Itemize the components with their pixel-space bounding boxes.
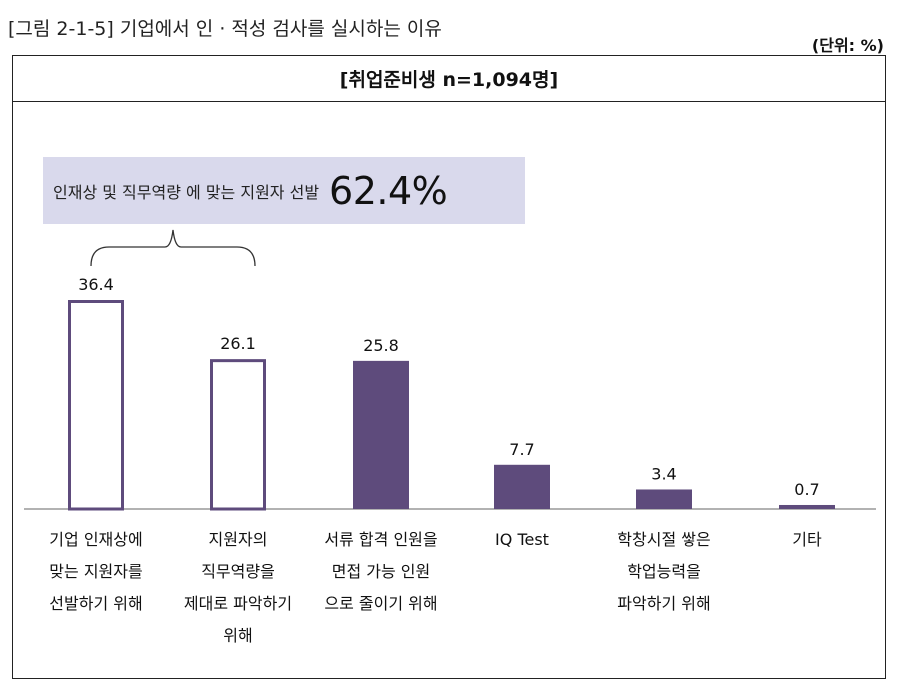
- unit-label: (단위: %): [811, 36, 884, 55]
- bar-1: [210, 359, 266, 511]
- category-label-3: IQ Test: [447, 524, 597, 556]
- category-label-line: 기타: [792, 530, 822, 549]
- category-label-line: 파악하기 위해: [617, 594, 711, 613]
- data-label-4: 3.4: [651, 464, 676, 483]
- data-label-0: 36.4: [78, 275, 114, 294]
- bar-0: [68, 300, 124, 511]
- callout-value: 62.4%: [329, 168, 448, 213]
- bar-4: [636, 489, 692, 509]
- bracket-0: [90, 229, 256, 267]
- chart-frame: [취업준비생 n=1,094명] 인재상 및 직무역량 에 맞는 지원자 선발 …: [12, 55, 886, 679]
- data-label-1: 26.1: [220, 334, 256, 353]
- category-label-line: 선발하기 위해: [49, 594, 143, 613]
- data-label-5: 0.7: [794, 480, 819, 499]
- category-label-line: 위해: [223, 626, 253, 645]
- category-label-line: 으로 줄이기 위해: [324, 594, 438, 613]
- summary-callout: 인재상 및 직무역량 에 맞는 지원자 선발 62.4%: [43, 157, 525, 224]
- data-label-3: 7.7: [509, 440, 534, 459]
- category-label-5: 기타: [732, 524, 882, 556]
- bar-3: [494, 464, 550, 509]
- callout-text: 인재상 및 직무역량 에 맞는 지원자 선발: [53, 182, 320, 202]
- data-label-2: 25.8: [363, 336, 399, 355]
- category-label-line: 학업능력을: [627, 562, 701, 581]
- category-label-line: 서류 합격 인원을: [324, 530, 438, 549]
- figure-caption: [그림 2-1-5] 기업에서 인 · 적성 검사를 실시하는 이유: [8, 18, 442, 40]
- category-label-line: 직무역량을: [201, 562, 275, 581]
- category-label-line: 학창시절 쌓은: [617, 530, 711, 549]
- category-label-line: IQ Test: [495, 530, 549, 549]
- category-label-line: 지원자의: [208, 530, 268, 549]
- bar-2: [353, 360, 409, 509]
- category-label-line: 제대로 파악하기: [183, 594, 293, 613]
- bar-5: [779, 504, 835, 509]
- category-label-line: 기업 인재상에: [49, 530, 143, 549]
- category-label-line: 맞는 지원자를: [49, 562, 143, 581]
- chart-title: [취업준비생 n=1,094명]: [13, 56, 885, 102]
- category-label-line: 면접 가능 인원: [331, 562, 431, 581]
